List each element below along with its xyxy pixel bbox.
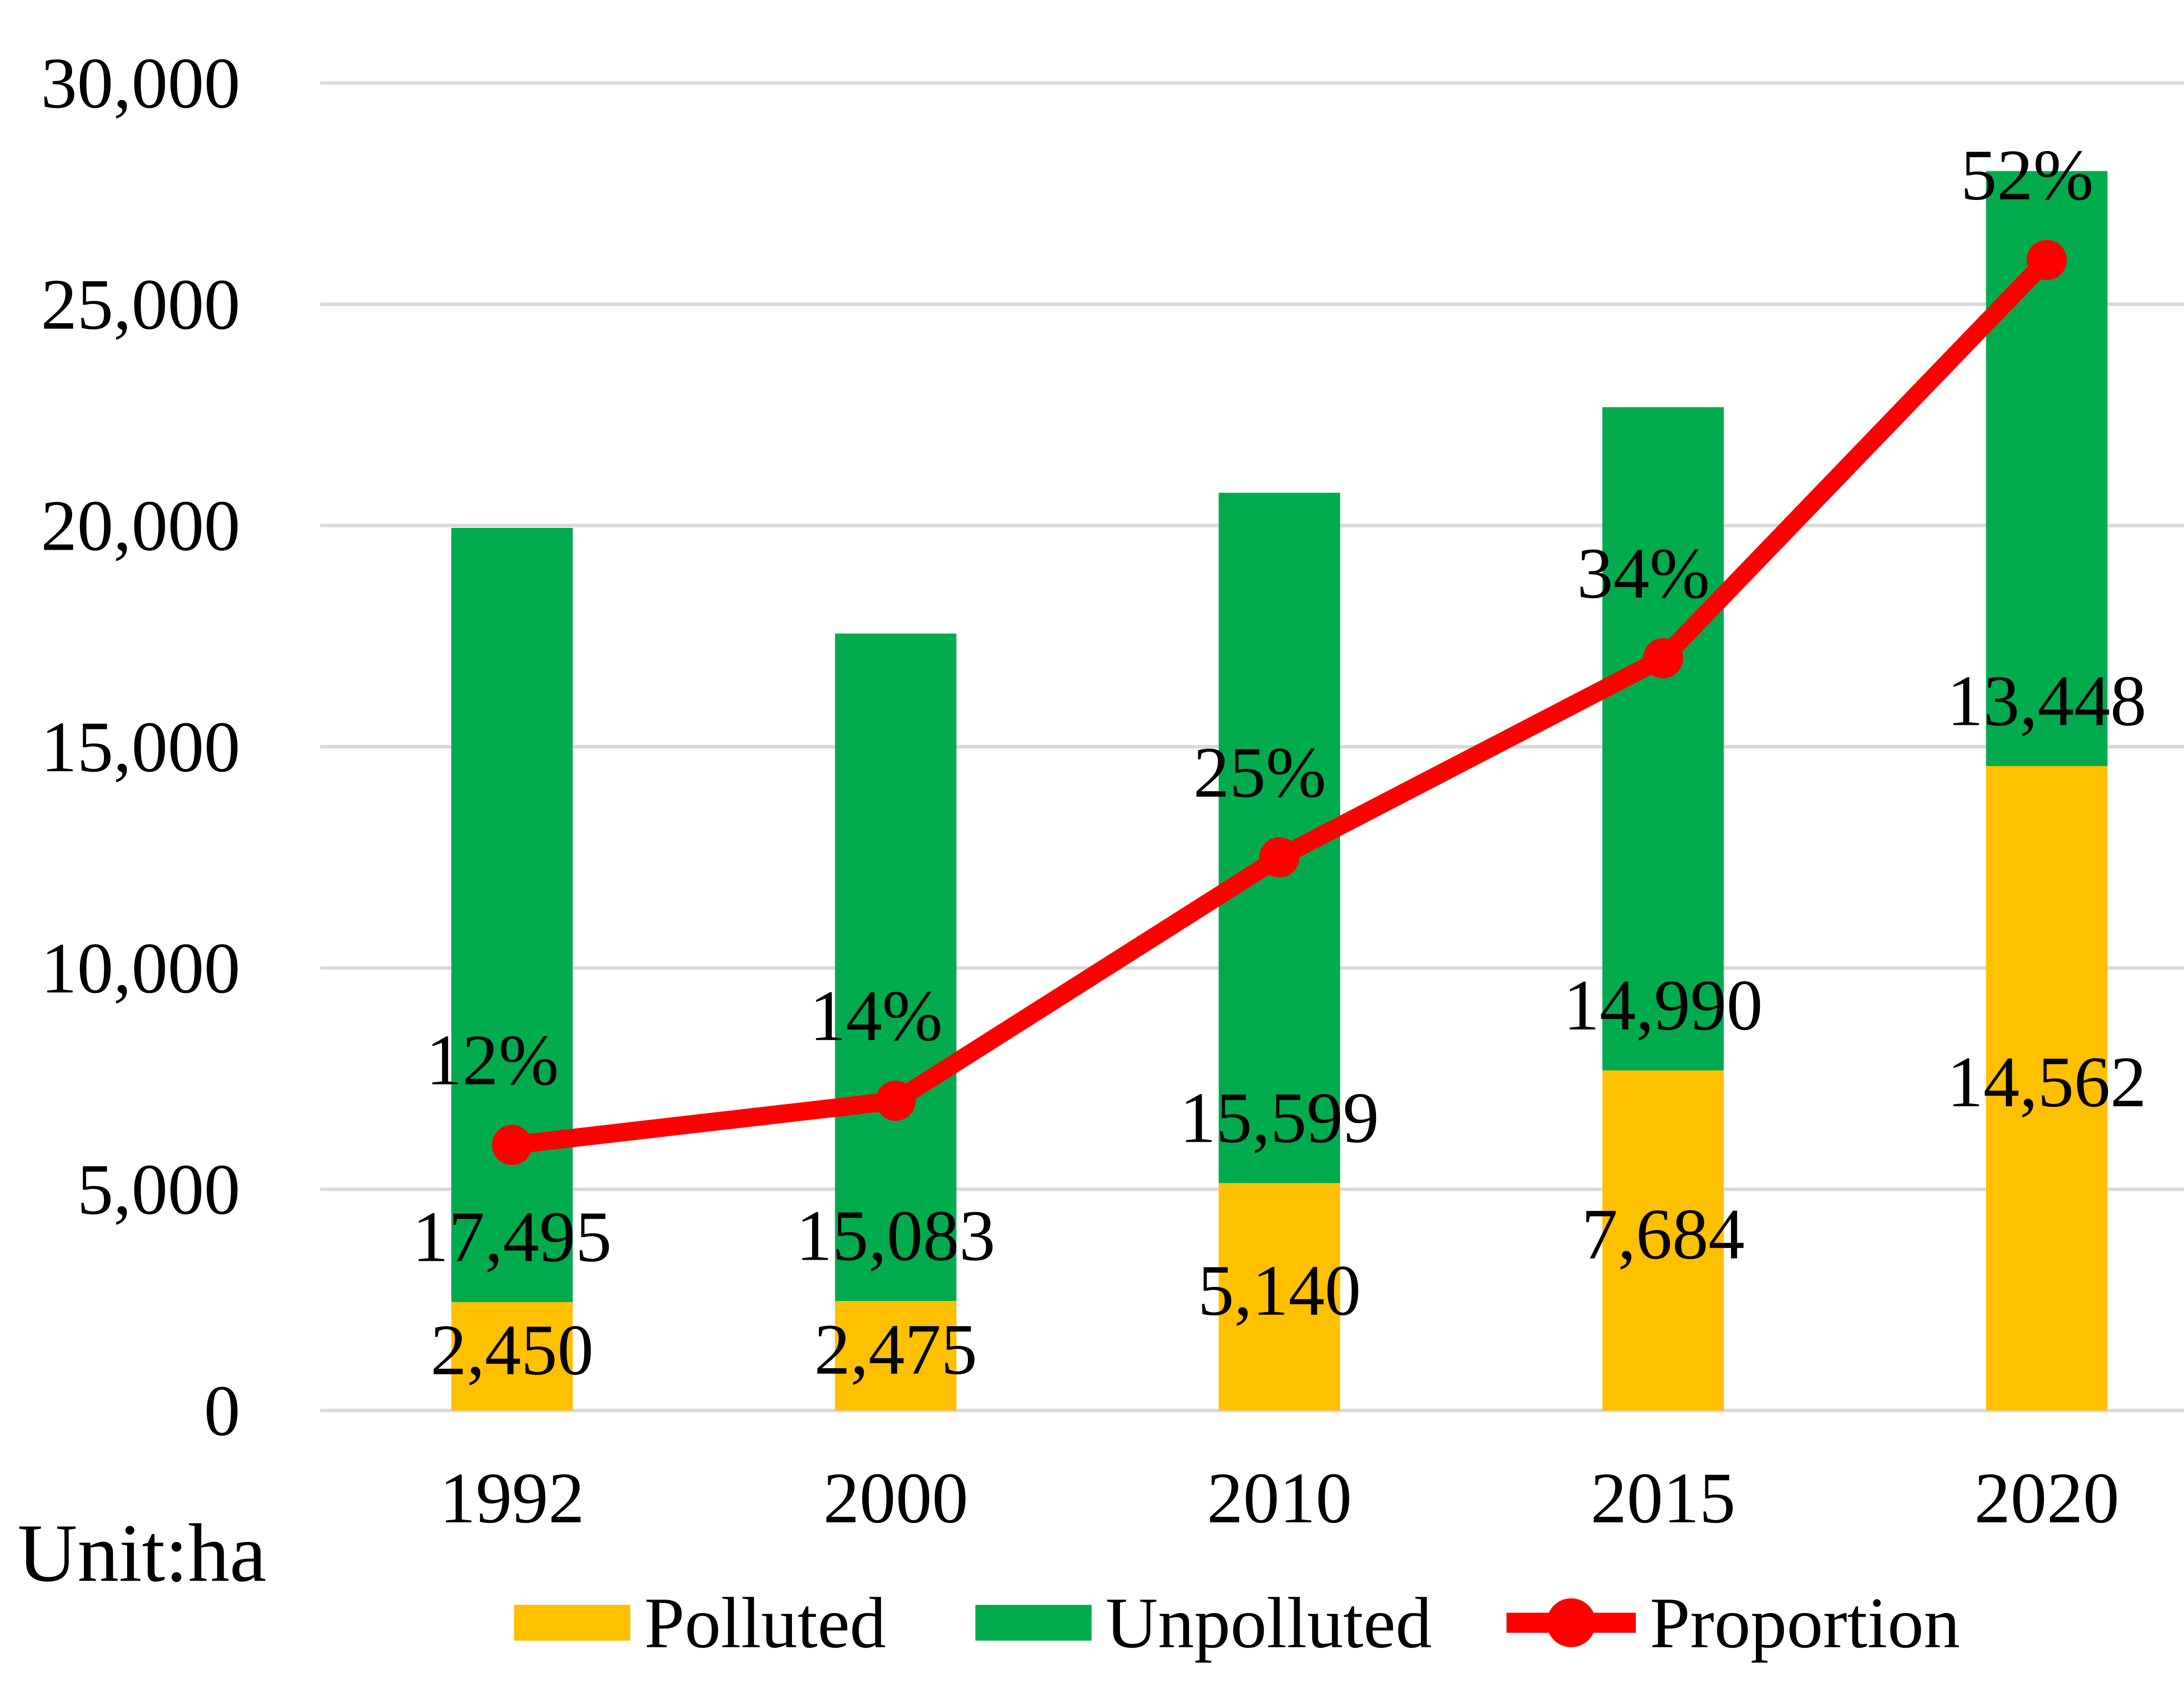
- x-axis-label-2010: 2010: [1207, 1458, 1352, 1538]
- bar-polluted-2015: [1602, 1070, 1724, 1411]
- proportion-line-dot-icon: [1507, 1598, 1636, 1647]
- proportion-marker-2015: [1643, 638, 1683, 679]
- data-label-unpolluted-2010: 15,599: [1180, 1077, 1379, 1158]
- data-label-unpolluted-1992: 17,495: [412, 1197, 612, 1277]
- bar-polluted-2020: [1986, 766, 2108, 1411]
- legend-item-proportion: Proportion: [1507, 1583, 1960, 1663]
- bar-polluted-1992: [451, 1302, 573, 1411]
- y-axis-left-tick-label: 5,000: [77, 1149, 241, 1229]
- data-label-proportion-1992: 12%: [426, 1020, 559, 1100]
- data-label-proportion-2000: 14%: [809, 976, 942, 1056]
- bar-unpolluted-2000: [835, 633, 957, 1301]
- unit-label: Unit:ha: [17, 1507, 266, 1599]
- x-axis-label-2015: 2015: [1590, 1458, 1735, 1538]
- y-axis-left-tick-label: 0: [204, 1370, 240, 1451]
- y-axis-left-tick-label: 15,000: [41, 707, 241, 787]
- proportion-marker-1992: [492, 1125, 532, 1165]
- data-label-polluted-2000: 2,475: [814, 1309, 978, 1390]
- bar-unpolluted-2015: [1602, 407, 1724, 1071]
- x-axis-label-2020: 2020: [1974, 1458, 2119, 1538]
- x-axis-label-2000: 2000: [823, 1458, 968, 1538]
- data-label-unpolluted-2015: 14,990: [1563, 965, 1763, 1045]
- legend-item-polluted: Polluted: [514, 1583, 886, 1663]
- data-label-unpolluted-2000: 15,083: [796, 1195, 995, 1276]
- proportion-marker-2000: [875, 1080, 916, 1121]
- data-label-polluted-2010: 5,140: [1198, 1250, 1361, 1331]
- proportion-marker-2020: [2026, 240, 2067, 280]
- bar-polluted-2010: [1219, 1183, 1340, 1411]
- polluted-swatch-icon: [514, 1605, 630, 1641]
- unpolluted-swatch-icon: [975, 1605, 1092, 1641]
- data-label-polluted-1992: 2,450: [430, 1310, 594, 1390]
- legend-label-unpolluted: Unpolluted: [1106, 1583, 1432, 1663]
- data-label-polluted-2015: 7,684: [1582, 1194, 1745, 1274]
- bar-polluted-2000: [835, 1301, 957, 1411]
- y-axis-left-tick-label: 20,000: [41, 485, 241, 566]
- legend-item-unpolluted: Unpolluted: [975, 1583, 1432, 1663]
- data-label-proportion-2010: 25%: [1193, 732, 1326, 812]
- bar-unpolluted-1992: [451, 528, 573, 1302]
- x-axis-label-1992: 1992: [439, 1458, 584, 1538]
- y-axis-left-tick-label: 10,000: [41, 928, 241, 1008]
- legend-label-proportion: Proportion: [1650, 1583, 1960, 1663]
- legend-label-polluted: Polluted: [644, 1583, 886, 1663]
- y-axis-left-tick-label: 25,000: [41, 264, 241, 345]
- data-label-proportion-2020: 52%: [1961, 135, 2094, 215]
- data-label-unpolluted-2020: 13,448: [1947, 660, 2147, 741]
- data-label-proportion-2015: 34%: [1577, 533, 1710, 613]
- proportion-marker-2010: [1259, 837, 1299, 878]
- y-axis-left-tick-label: 30,000: [41, 43, 241, 123]
- data-label-polluted-2020: 14,562: [1947, 1042, 2147, 1122]
